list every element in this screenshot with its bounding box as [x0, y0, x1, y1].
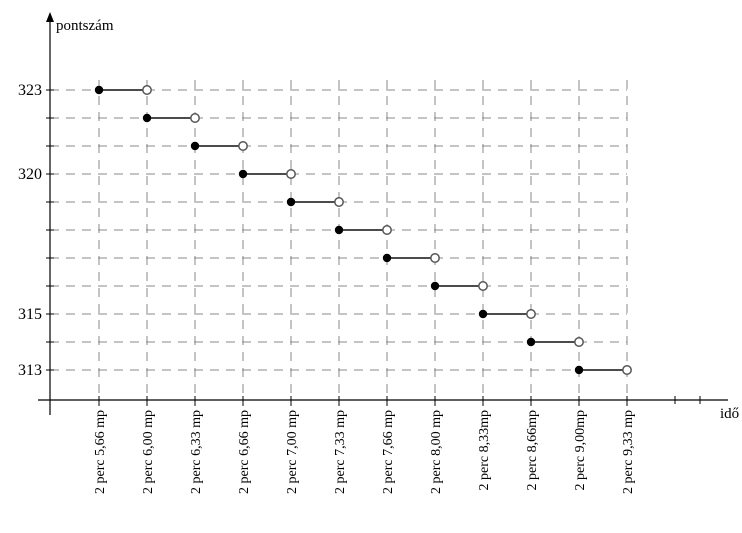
x-tick-label: 2 perc 6,00 mp: [141, 410, 156, 494]
step-start-point: [287, 198, 295, 206]
x-tick-label: 2 perc 8,33mp: [477, 410, 492, 490]
y-tick-label: 313: [18, 362, 42, 379]
y-axis-arrow-icon: [46, 12, 54, 22]
x-tick-label: 2 perc 9,00mp: [573, 410, 588, 490]
step-start-point: [143, 114, 151, 122]
step-end-point: [239, 142, 247, 150]
y-tick-label: 315: [18, 306, 42, 323]
step-start-point: [383, 254, 391, 262]
x-tick-label: 2 perc 7,00 mp: [285, 410, 300, 494]
step-end-point: [431, 254, 439, 262]
step-start-point: [95, 86, 103, 94]
y-tick-label: 323: [18, 82, 42, 99]
x-tick-labels: 2 perc 5,66 mp 2 perc 6,00 mp 2 perc 6,33 …: [93, 410, 636, 494]
x-tick-label: 2 perc 7,33 mp: [333, 410, 348, 494]
step-start-point: [191, 142, 199, 150]
x-tick-label: 2 perc 8,00 mp: [429, 410, 444, 494]
y-axis-label: pontszám: [56, 18, 114, 34]
step-end-point: [527, 310, 535, 318]
step-start-point: [527, 338, 535, 346]
x-tick-label: 2 perc 8,66mp: [525, 410, 540, 490]
step-start-point: [479, 310, 487, 318]
x-tick-label: 2 perc 6,33 mp: [189, 410, 204, 494]
y-tick-labels: 313 315 320 323: [18, 82, 42, 379]
step-start-point: [335, 226, 343, 234]
x-tick-label: 2 perc 9,33 mp: [621, 410, 636, 494]
step-end-point: [623, 366, 631, 374]
grid-lines: [46, 80, 700, 406]
step-end-point: [143, 86, 151, 94]
step-end-point: [575, 338, 583, 346]
x-tick-label: 2 perc 6,66 mp: [237, 410, 252, 494]
step-end-point: [335, 198, 343, 206]
x-tick-label: 2 perc 5,66 mp: [93, 410, 108, 494]
x-axis-label: idő: [720, 406, 739, 422]
y-tick-label: 320: [18, 166, 42, 183]
step-end-point: [479, 282, 487, 290]
step-end-point: [287, 170, 295, 178]
x-tick-label: 2 perc 7,66 mp: [381, 410, 396, 494]
step-start-point: [431, 282, 439, 290]
step-end-point: [383, 226, 391, 234]
step-end-point: [191, 114, 199, 122]
step-start-point: [239, 170, 247, 178]
axes: [38, 12, 728, 415]
step-start-point: [575, 366, 583, 374]
